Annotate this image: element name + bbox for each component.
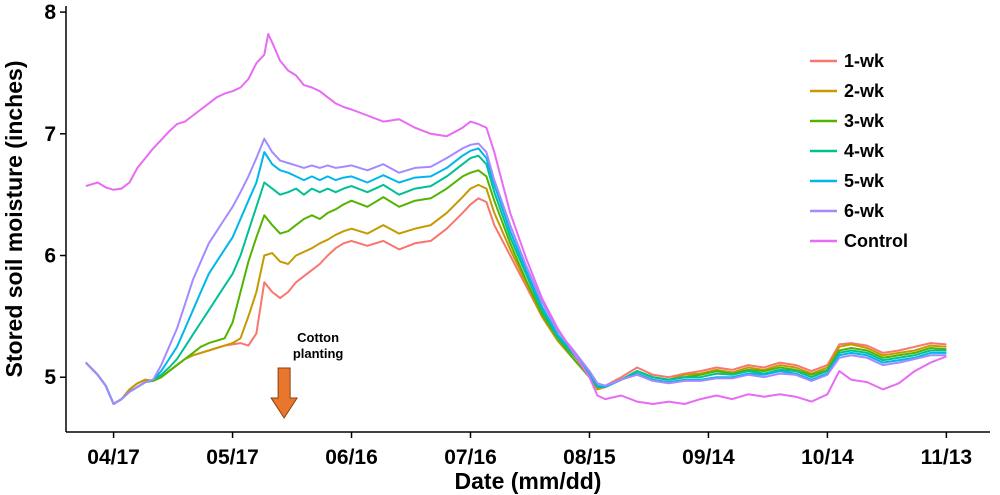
y-tick-label: 6 — [44, 245, 56, 268]
y-tick-label: 5 — [44, 366, 56, 389]
y-tick-label: 7 — [44, 123, 56, 146]
legend-label-6-wk: 6-wk — [844, 201, 885, 221]
legend-label-1-wk: 1-wk — [844, 51, 885, 71]
annotation-text-line2: planting — [293, 346, 344, 361]
x-tick-label: 11/13 — [921, 446, 972, 469]
series-line-control — [85, 33, 947, 405]
legend-label-5-wk: 5-wk — [844, 171, 885, 191]
legend-label-2-wk: 2-wk — [844, 81, 885, 101]
x-tick-label: 06/16 — [325, 446, 378, 469]
x-tick-label: 09/14 — [682, 446, 735, 469]
x-tick-label: 10/14 — [801, 446, 854, 469]
x-tick-label: 08/15 — [563, 446, 616, 469]
x-tick-label: 05/17 — [206, 446, 259, 469]
series-line-3-wk — [85, 169, 947, 405]
series-line-6-wk — [85, 137, 947, 405]
x-tick-label: 07/16 — [444, 446, 497, 469]
planting-arrow-icon — [270, 367, 299, 419]
plot-area — [85, 33, 947, 405]
y-axis-title: Stored soil moisture (inches) — [1, 61, 27, 378]
y-tick-label: 8 — [44, 1, 56, 24]
legend-label-4-wk: 4-wk — [844, 141, 885, 161]
legend-label-3-wk: 3-wk — [844, 111, 885, 131]
axes: 5 6 7 8 04/17 05/17 06/16 07/16 08/15 09/14 10/14 1… — [44, 1, 990, 469]
annotation-text-line1: Cotton — [297, 330, 339, 345]
series-line-2-wk — [85, 183, 947, 405]
x-tick-label: 04/17 — [87, 446, 140, 469]
legend: 1-wk 2-wk 3-wk 4-wk 5-wk 6-wk Control — [810, 51, 908, 251]
series-line-5-wk — [85, 147, 947, 405]
x-axis-title: Date (mm/dd) — [455, 468, 602, 494]
legend-label-control: Control — [844, 231, 908, 251]
series-line-4-wk — [85, 154, 947, 405]
